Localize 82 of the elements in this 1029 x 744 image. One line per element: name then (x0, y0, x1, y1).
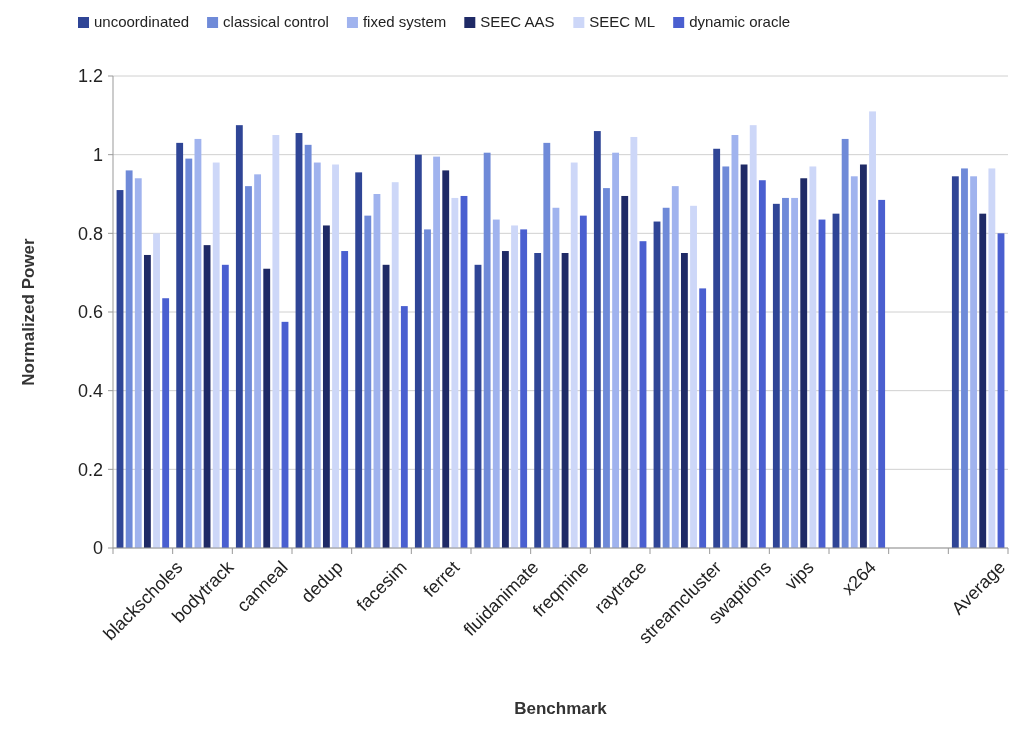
bar (483, 152, 491, 548)
bar (593, 131, 601, 548)
bar (433, 156, 441, 548)
bar (143, 254, 151, 548)
bar (322, 225, 330, 548)
bar (758, 180, 766, 548)
bar (543, 142, 551, 548)
bar (970, 176, 978, 548)
legend-label: classical control (223, 13, 329, 30)
legend-label: SEEC ML (589, 13, 656, 30)
bar (304, 144, 312, 548)
bar (235, 125, 243, 548)
bar (511, 225, 518, 548)
bar (263, 268, 271, 548)
bar (451, 197, 459, 548)
bar (162, 298, 170, 548)
bar (603, 188, 610, 548)
bar (621, 195, 629, 548)
bar (680, 253, 688, 548)
bar (671, 186, 679, 548)
bar (772, 203, 780, 548)
bar (782, 197, 789, 548)
bar (125, 170, 133, 548)
y-tick-label: 1 (92, 144, 103, 165)
bar (951, 176, 959, 548)
bar (850, 176, 858, 548)
bar (185, 158, 193, 548)
bar (414, 154, 422, 548)
bar (579, 215, 587, 548)
y-tick-label: 1.2 (77, 66, 103, 87)
bar (134, 178, 142, 548)
bar (979, 213, 987, 548)
bar (245, 186, 252, 548)
bar (791, 197, 799, 548)
legend-label: SEEC AAS (480, 13, 555, 30)
bar (612, 152, 620, 548)
bar (534, 253, 542, 548)
bar (722, 166, 730, 548)
bar (961, 168, 968, 548)
legend-label: fixed system (362, 13, 447, 30)
y-tick-label: 0.6 (77, 302, 103, 323)
bar (501, 251, 509, 548)
bar (878, 199, 886, 548)
bar (699, 288, 707, 548)
bar (809, 166, 817, 548)
bar (176, 142, 184, 548)
bar (400, 306, 408, 548)
bar (254, 174, 262, 548)
legend-label: dynamic oracle (689, 13, 791, 30)
bar (713, 148, 721, 548)
bar (355, 172, 363, 548)
bar (442, 170, 450, 548)
bar (272, 135, 280, 548)
bar (391, 182, 399, 548)
y-tick-label: 0 (92, 538, 103, 559)
y-tick-label: 0.2 (77, 459, 103, 480)
y-axis-title: Normalized Power (19, 237, 38, 386)
bar (841, 138, 849, 548)
bar (424, 229, 431, 548)
bar (869, 111, 876, 548)
bar (221, 264, 229, 548)
bar (153, 233, 160, 548)
y-tick-label: 0.8 (77, 223, 103, 244)
bar (859, 164, 867, 548)
x-axis-title: Benchmark (514, 699, 608, 718)
bar (520, 229, 528, 548)
bar (313, 162, 321, 548)
bar (492, 219, 500, 548)
bar (662, 207, 670, 548)
x-tick-label: vips (780, 557, 818, 594)
legend-label: uncoordinated (94, 13, 190, 30)
bar (341, 251, 349, 548)
y-tick-label: 0.4 (77, 380, 103, 401)
bar (988, 168, 996, 548)
bar (630, 136, 638, 548)
bar (212, 162, 220, 548)
bar (364, 215, 372, 548)
bar (800, 178, 808, 548)
bar (332, 164, 339, 548)
bar (749, 125, 757, 548)
bar (570, 162, 578, 548)
bar (690, 205, 697, 548)
